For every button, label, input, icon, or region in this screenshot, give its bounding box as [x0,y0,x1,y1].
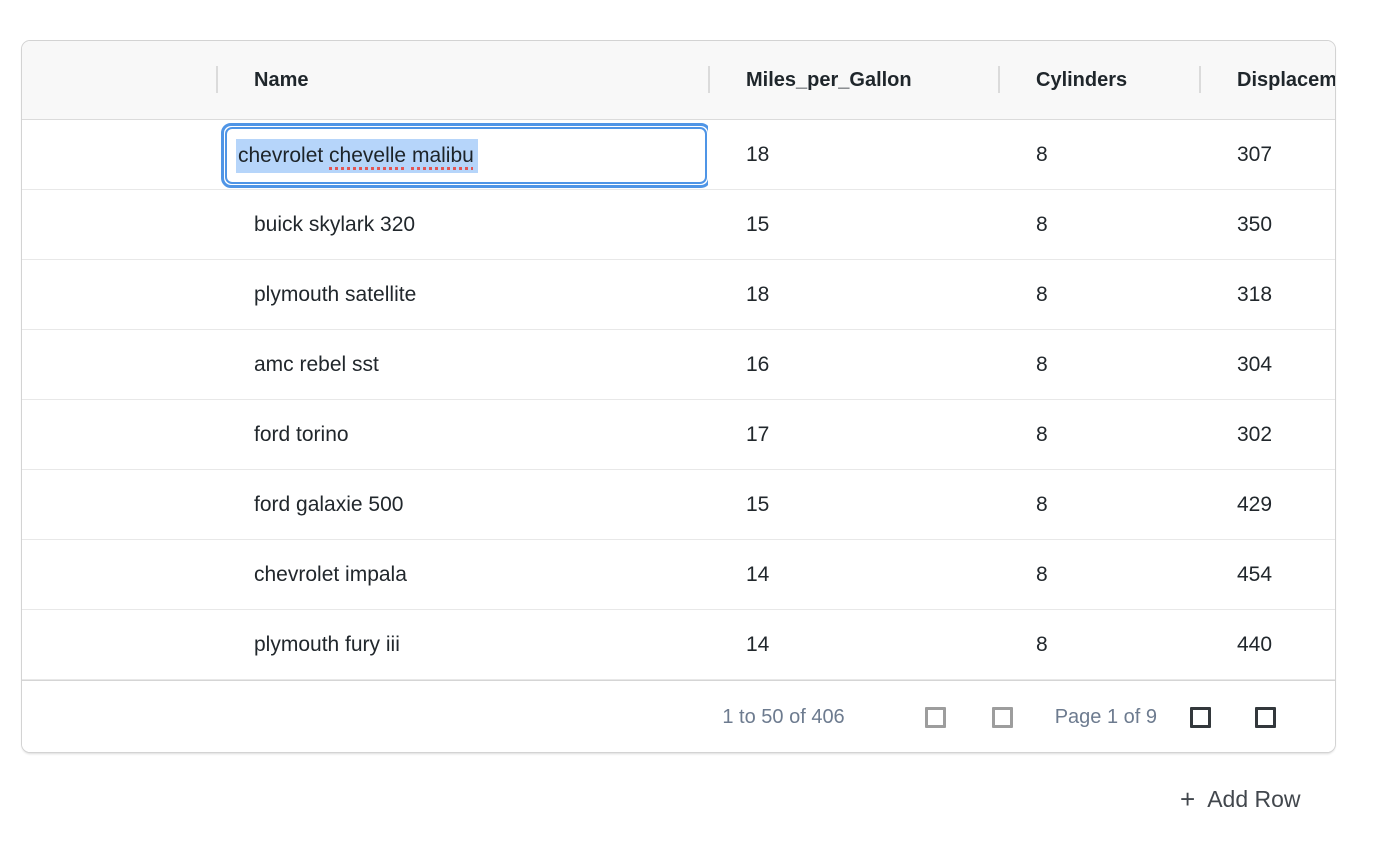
column-label: Miles_per_Gallon [746,68,912,91]
row-handle-cell [22,400,216,469]
header-cell-displacement[interactable]: Displacement [1199,41,1335,119]
data-grid: Name Miles_per_Gallon Cylinders Displace… [21,40,1336,753]
cylinders-cell[interactable]: 8 [1036,632,1048,656]
cylinders-cell[interactable]: 8 [1036,492,1048,516]
mpg-cell[interactable]: 14 [746,632,770,656]
mpg-cell[interactable]: 14 [746,562,770,586]
header-cell-cylinders[interactable]: Cylinders [998,41,1199,119]
cell-editor-input[interactable]: chevrolet chevelle malibu [221,123,708,188]
displacement-cell[interactable]: 454 [1237,562,1273,586]
cylinders-cell[interactable]: 8 [1036,282,1048,306]
column-label: Name [254,68,309,91]
mpg-cell[interactable]: 15 [746,492,770,516]
name-cell[interactable]: amc rebel sst [254,352,379,376]
row-handle-cell [22,120,216,189]
name-cell[interactable]: ford galaxie 500 [254,492,404,516]
grid-header-row: Name Miles_per_Gallon Cylinders Displace… [22,41,1335,120]
displacement-cell[interactable]: 350 [1237,212,1273,236]
previous-page-icon[interactable] [991,706,1013,728]
header-cell-rowhandle [22,41,216,119]
selected-text: chevrolet chevelle malibu [236,138,478,173]
column-separator [708,66,710,93]
next-page-icon[interactable] [1190,706,1211,728]
displacement-cell[interactable]: 440 [1237,632,1273,656]
table-row: chevrolet chevelle malibu 18 8 307 [22,120,1335,190]
name-cell[interactable]: buick skylark 320 [254,212,416,236]
displacement-cell[interactable]: 302 [1237,422,1273,446]
column-separator [998,66,1000,93]
row-handle-cell [22,190,216,259]
row-range-summary: 1 to 50 of 406 [722,705,845,728]
table-row: amc rebel sst 16 8 304 [22,330,1335,400]
row-handle-cell [22,610,216,679]
cylinders-cell[interactable]: 8 [1036,562,1048,586]
table-row: plymouth satellite 18 8 318 [22,260,1335,330]
pagination-bar: 1 to 50 of 406 Page 1 of 9 [22,680,1335,752]
mpg-cell[interactable]: 16 [746,352,770,376]
table-row: chevrolet impala 14 8 454 [22,540,1335,610]
mpg-cell[interactable]: 15 [746,212,770,236]
table-row: ford torino 17 8 302 [22,400,1335,470]
table-row: ford galaxie 500 15 8 429 [22,470,1335,540]
header-cell-miles-per-gallon[interactable]: Miles_per_Gallon [708,41,998,119]
name-cell[interactable]: chevrolet impala [254,562,407,586]
row-handle-cell [22,470,216,539]
table-row: buick skylark 320 15 8 350 [22,190,1335,260]
name-cell[interactable]: chevrolet chevelle malibu [216,120,708,189]
plus-icon: + [1180,784,1196,814]
row-handle-cell [22,330,216,399]
cylinders-cell[interactable]: 8 [1036,422,1048,446]
header-cell-name[interactable]: Name [216,41,708,119]
row-handle-cell [22,260,216,329]
displacement-cell[interactable]: 307 [1237,142,1273,166]
cylinders-cell[interactable]: 8 [1036,142,1048,166]
table-row: plymouth fury iii 14 8 440 [22,610,1335,680]
column-label: Cylinders [1036,68,1128,91]
add-row-button[interactable]: + Add Row [1180,780,1301,818]
displacement-cell[interactable]: 304 [1237,352,1273,376]
first-page-icon[interactable] [924,706,946,728]
mpg-cell[interactable]: 18 [746,142,770,166]
name-cell[interactable]: ford torino [254,422,349,446]
add-row-label: Add Row [1207,785,1301,812]
cylinders-cell[interactable]: 8 [1036,352,1048,376]
name-cell[interactable]: plymouth satellite [254,282,417,306]
column-separator [216,66,218,93]
mpg-cell[interactable]: 18 [746,282,770,306]
last-page-icon[interactable] [1255,706,1276,728]
name-cell[interactable]: plymouth fury iii [254,632,400,656]
page-status: Page 1 of 9 [1054,705,1157,728]
displacement-cell[interactable]: 318 [1237,282,1273,306]
mpg-cell[interactable]: 17 [746,422,770,446]
column-separator [1199,66,1201,93]
displacement-cell[interactable]: 429 [1237,492,1273,516]
row-handle-cell [22,540,216,609]
column-label: Displacement [1237,68,1335,91]
cylinders-cell[interactable]: 8 [1036,212,1048,236]
